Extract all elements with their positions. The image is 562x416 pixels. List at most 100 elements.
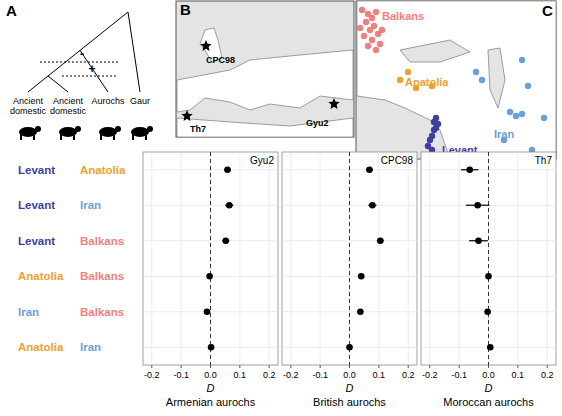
figure: A-+AncientdomesticAncientdomesticAurochs… — [0, 0, 562, 416]
axis-sublabel: Moroccan aurochs — [443, 396, 534, 408]
reference-line — [210, 152, 211, 365]
site-star — [181, 110, 192, 121]
sample-dot — [479, 77, 485, 83]
grid-line — [421, 240, 556, 241]
grid-line — [239, 152, 240, 365]
sample-dot — [373, 9, 379, 15]
sea — [400, 40, 470, 62]
tick-mark — [181, 365, 182, 368]
tick-label: 0.0 — [204, 370, 217, 380]
site-label: Th7 — [190, 124, 206, 134]
row-label: Balkans — [80, 235, 124, 247]
plot-frame — [421, 152, 556, 365]
point — [366, 166, 373, 173]
data-group — [346, 152, 384, 365]
sample-dot — [519, 111, 525, 117]
tick-mark — [349, 365, 350, 368]
grid-line — [408, 152, 409, 365]
tree-branch — [80, 50, 108, 92]
sample-dot — [519, 57, 525, 63]
tick-label: 0.1 — [234, 370, 247, 380]
tree-branch — [28, 12, 128, 92]
sample-dot — [427, 137, 433, 143]
grid-line — [269, 152, 270, 365]
grid-line — [459, 152, 460, 365]
cow-icon — [100, 134, 102, 140]
point — [485, 273, 492, 280]
point — [358, 273, 365, 280]
point — [377, 237, 384, 244]
gene-flow — [40, 62, 118, 63]
site-label: Gyu2 — [306, 118, 329, 128]
plot-title: CPC98 — [381, 155, 414, 166]
tick-label: 0.1 — [512, 370, 525, 380]
tick-mark — [517, 365, 518, 368]
grid-line — [421, 205, 556, 206]
map-frame — [176, 1, 354, 137]
sea — [488, 48, 505, 108]
cow-icon — [75, 126, 81, 132]
sample-dot — [433, 125, 439, 131]
row-label: Iran — [80, 341, 101, 353]
tick-label: 0.1 — [373, 370, 386, 380]
forest-plot: -0.2-0.10.00.10.2CPC98DBritish aurochs — [282, 152, 417, 408]
sample-dot — [377, 41, 383, 47]
tick-mark — [320, 365, 321, 368]
sample-dot — [357, 25, 363, 31]
tick-mark — [429, 365, 430, 368]
row-label: Levant — [18, 164, 55, 176]
grid-line — [378, 152, 379, 365]
sample-dot — [379, 27, 385, 33]
tree-panel: A-+AncientdomesticAncientdomesticAurochs… — [6, 2, 153, 140]
tick-mark — [408, 365, 409, 368]
tip-label: domestic — [50, 106, 87, 116]
tip-label: domestic — [10, 106, 47, 116]
tick-mark — [547, 365, 548, 368]
grid-line — [210, 152, 211, 365]
tick-label: -0.2 — [144, 370, 160, 380]
point — [487, 344, 494, 351]
sample-dot — [541, 115, 547, 121]
data-group — [461, 152, 494, 365]
row-label: Levant — [18, 199, 55, 211]
point — [466, 166, 473, 173]
tick-label: -0.2 — [422, 370, 438, 380]
flow-sign: + — [88, 62, 95, 76]
cow-icon — [35, 126, 41, 132]
tick-label: 0.2 — [402, 370, 415, 380]
tick-mark — [269, 365, 270, 368]
grid-line — [320, 152, 321, 365]
tick-label: 0.2 — [541, 370, 554, 380]
axis-sublabel: Armenian aurochs — [166, 396, 256, 408]
point — [346, 344, 353, 351]
tick-mark — [488, 365, 489, 368]
sample-dot — [367, 27, 373, 33]
coastline — [177, 50, 353, 112]
cow-icon — [20, 134, 22, 140]
grid-line — [488, 152, 489, 365]
map-frame — [356, 1, 556, 159]
row-label: Iran — [80, 199, 101, 211]
grid-line — [282, 276, 417, 277]
grid-line — [143, 240, 278, 241]
sample-dot — [507, 109, 513, 115]
row-labels: LevantAnatoliaLevantIranLevantBalkansAna… — [18, 164, 126, 354]
sample-dot — [369, 37, 375, 43]
row-label: Iran — [18, 306, 39, 318]
panel-label: C — [542, 2, 553, 19]
site-label: CPC98 — [206, 55, 235, 65]
axis-label: D — [346, 382, 354, 394]
tick-label: 0.0 — [482, 370, 495, 380]
point — [226, 202, 233, 209]
row-label: Anatolia — [18, 341, 64, 353]
panel-label: A — [6, 2, 17, 19]
grid-line — [290, 152, 291, 365]
grid-line — [282, 240, 417, 241]
map-c: CBalkansAnatoliaLevantIran — [356, 1, 556, 159]
point — [206, 273, 213, 280]
sample-dot — [365, 43, 371, 49]
reference-line — [488, 152, 489, 365]
tick-label: -0.1 — [312, 370, 328, 380]
cow-icon — [33, 134, 35, 140]
axis-label: D — [485, 382, 493, 394]
